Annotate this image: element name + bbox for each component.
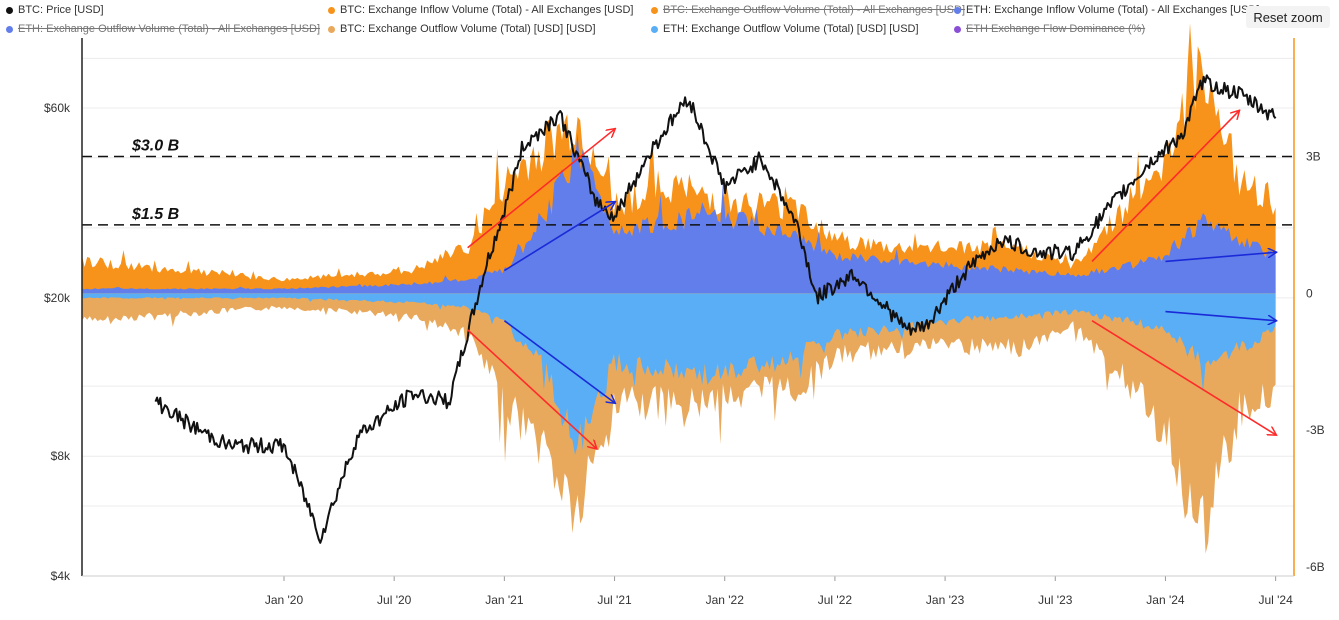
axes: $4k $8k $20k $60k 3B 0 -3B -6B Jan '20 Jul '20 Jan…: [44, 38, 1325, 607]
legend-label: BTC: Price [USD]: [18, 4, 104, 16]
legend-marker-icon: [651, 6, 658, 14]
legend-marker-icon: [328, 6, 335, 14]
y-right-tick-label: 0: [1306, 286, 1313, 300]
annotation-arrow: [503, 320, 614, 403]
eth-outflow-area: [82, 293, 1276, 455]
legend-marker-icon: [6, 6, 13, 14]
legend-marker-icon: [328, 25, 335, 33]
area-series: [82, 23, 1276, 554]
annotation-arrow: [1165, 310, 1275, 321]
legend: BTC: Price [USD] BTC: Exchange Inflow Vol…: [6, 4, 1259, 42]
btc-price-line: [154, 74, 1277, 544]
price-series: [154, 74, 1277, 544]
x-tick-label: Jul '24: [1258, 593, 1293, 607]
legend-label: ETH: Exchange Outflow Volume (Total) [US…: [663, 23, 919, 35]
legend-item[interactable]: ETH: Exchange Outflow Volume (Total) - A…: [6, 23, 320, 35]
reference-line-label: $1.5 B: [131, 206, 179, 223]
x-tick-label: Jul '20: [377, 593, 412, 607]
y-right-tick-label: 3B: [1306, 150, 1321, 164]
x-tick-label: Jul '22: [818, 593, 853, 607]
y-right-tick-label: -3B: [1306, 423, 1325, 437]
legend-item[interactable]: BTC: Exchange Outflow Volume (Total) [US…: [328, 23, 596, 35]
eth-inflow-area: [82, 133, 1276, 294]
legend-marker-icon: [651, 25, 658, 33]
legend-label: ETH: Exchange Inflow Volume (Total) - Al…: [966, 4, 1260, 16]
legend-item[interactable]: ETH: Exchange Outflow Volume (Total) [US…: [651, 23, 919, 35]
y-right-tick-label: -6B: [1306, 560, 1325, 574]
legend-marker-icon: [954, 25, 961, 33]
x-tick-label: Jan '23: [926, 593, 965, 607]
x-tick-label: Jul '23: [1038, 593, 1073, 607]
legend-marker-icon: [954, 6, 961, 14]
annotation-arrow: [503, 202, 614, 272]
annotation-arrow: [1091, 319, 1276, 435]
reference-line-label: $3.0 B: [131, 138, 179, 155]
x-tick-label: Jul '21: [597, 593, 632, 607]
x-tick-label: Jan '24: [1146, 593, 1185, 607]
legend-marker-icon: [6, 25, 13, 33]
legend-item[interactable]: BTC: Exchange Inflow Volume (Total) - Al…: [328, 4, 633, 16]
legend-label: BTC: Exchange Outflow Volume (Total) - A…: [663, 4, 966, 16]
legend-label: BTC: Exchange Inflow Volume (Total) - Al…: [340, 4, 634, 16]
reset-zoom-button[interactable]: Reset zoom: [1246, 6, 1330, 28]
reference-lines: $3.0 B $1.5 B: [82, 138, 1294, 226]
legend-item[interactable]: ETH Exchange Flow Dominance (%): [954, 23, 1145, 35]
y-left-tick-label: $60k: [44, 101, 71, 115]
x-tick-label: Jan '20: [265, 593, 304, 607]
annotation-arrow: [1091, 111, 1239, 262]
x-tick-label: Jan '21: [485, 593, 524, 607]
legend-item[interactable]: BTC: Exchange Outflow Volume (Total) - A…: [651, 4, 965, 16]
y-left-tick-label: $20k: [44, 291, 71, 305]
legend-item[interactable]: ETH: Exchange Inflow Volume (Total) - Al…: [954, 4, 1259, 16]
annotation-arrow: [1165, 252, 1275, 263]
x-tick-label: Jan '22: [706, 593, 745, 607]
legend-label: BTC: Exchange Outflow Volume (Total) [US…: [340, 23, 596, 35]
annotation-arrow: [467, 129, 615, 249]
y-left-tick-label: $4k: [51, 569, 71, 583]
annotation-arrows: [467, 111, 1276, 449]
legend-label: ETH: Exchange Outflow Volume (Total) - A…: [18, 23, 321, 35]
annotation-arrow: [467, 329, 597, 449]
legend-item[interactable]: BTC: Price [USD]: [6, 4, 104, 16]
y-left-tick-label: $8k: [51, 449, 71, 463]
legend-label: ETH Exchange Flow Dominance (%): [966, 23, 1146, 35]
